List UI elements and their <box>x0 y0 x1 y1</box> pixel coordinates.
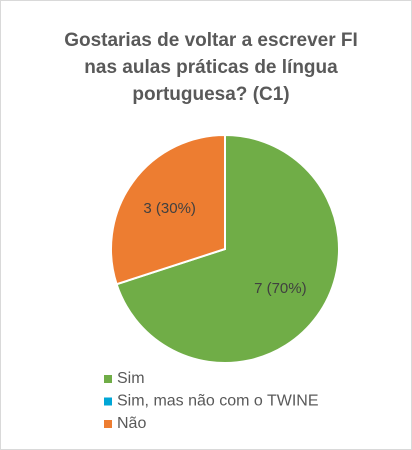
pie-slice <box>110 133 226 286</box>
chart-title: Gostarias de voltar a escrever FI nas au… <box>64 30 358 105</box>
data-label: 3 (30%) <box>143 200 196 217</box>
pie-slice <box>115 133 340 364</box>
data-label: 7 (70%) <box>254 280 307 297</box>
legend-label: Sim, mas não com o TWINE <box>117 393 319 410</box>
legend-swatch <box>104 397 112 406</box>
legend-swatch <box>104 375 112 383</box>
legend-swatch <box>104 420 112 428</box>
legend-label: Não <box>117 415 146 432</box>
legend-label: Sim <box>117 370 145 387</box>
